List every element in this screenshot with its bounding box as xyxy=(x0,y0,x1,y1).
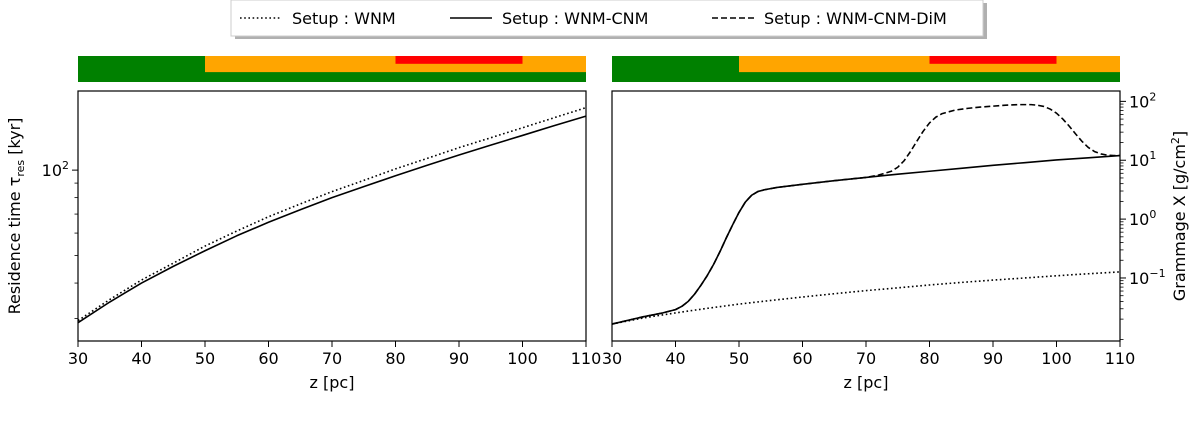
residence-time-series-setup-wnm xyxy=(77,106,587,322)
grammage-x-tick-label: 110 xyxy=(1105,349,1136,368)
residence-time-panel: 30 40 50 60 70 80 90 100 110 102 z [pc] Residence… xyxy=(5,90,602,392)
grammage-x-tick-label: 100 xyxy=(1041,349,1072,368)
residence-time-phase-dim xyxy=(395,56,523,64)
grammage-x-tick-label: 40 xyxy=(665,349,685,368)
grammage-axes: 30 40 50 60 70 80 90 100 110 10−1 100 101 102 xyxy=(602,90,1166,368)
residence-time-y-tick-label: 102 xyxy=(42,159,69,180)
grammage-series-setup-wnm-cnm-dim xyxy=(611,103,1120,325)
grammage-phase-dim xyxy=(929,56,1057,64)
grammage-curves xyxy=(611,103,1121,325)
grammage-series-setup-wnm xyxy=(611,271,1121,325)
residence-time-x-tick-label: 50 xyxy=(195,349,215,368)
residence-time-x-tick-label: 60 xyxy=(258,349,278,368)
legend-label-wnm-cnm-dim: Setup : WNM-CNM-DiM xyxy=(764,9,947,28)
grammage-x-tick-label: 80 xyxy=(919,349,939,368)
grammage-x-tick-label: 70 xyxy=(856,349,876,368)
grammage-x-tick-label: 50 xyxy=(729,349,749,368)
grammage-y-tick-label: 100 xyxy=(1129,208,1156,229)
residence-time-axes: 30 40 50 60 70 80 90 100 110 102 xyxy=(42,159,602,368)
residence-time-curves xyxy=(77,106,587,324)
grammage-x-tick-label: 60 xyxy=(792,349,812,368)
grammage-y-tick-label: 10−1 xyxy=(1129,267,1166,288)
residence-time-x-tick-label: 110 xyxy=(571,349,602,368)
grammage-y-tick-label: 102 xyxy=(1129,90,1156,111)
grammage-series-setup-wnm-cnm xyxy=(611,154,1121,325)
legend-frame xyxy=(230,0,984,37)
legend-label-wnm: Setup : WNM xyxy=(292,9,396,28)
grammage-y-axis-label: Grammage X [g/cm2] xyxy=(1169,131,1189,301)
residence-time-x-tick-label: 40 xyxy=(131,349,151,368)
residence-time-y-axis-label: Residence time τres [kyr] xyxy=(5,118,27,315)
residence-time-plot-frame xyxy=(77,90,587,342)
residence-time-x-tick-label: 90 xyxy=(449,349,469,368)
grammage-plot-frame xyxy=(611,90,1121,342)
grammage-x-axis-label: z [pc] xyxy=(844,373,889,392)
grammage-x-tick-label: 90 xyxy=(983,349,1003,368)
residence-time-x-tick-label: 100 xyxy=(507,349,538,368)
residence-time-x-axis-label: z [pc] xyxy=(310,373,355,392)
legend: Setup : WNM Setup : WNM-CNM Setup : WNM-… xyxy=(230,0,987,39)
grammage-y-tick-label: 101 xyxy=(1129,149,1156,170)
legend-label-wnm-cnm: Setup : WNM-CNM xyxy=(502,9,648,28)
residence-time-x-tick-label: 30 xyxy=(68,349,88,368)
phase-bar-right xyxy=(612,56,1120,82)
grammage-x-tick-label: 30 xyxy=(602,349,622,368)
grammage-panel: 30 40 50 60 70 80 90 100 110 10−1 100 101 102 z [pc]… xyxy=(602,90,1189,392)
phase-bar-left xyxy=(78,56,586,82)
residence-time-x-tick-label: 70 xyxy=(322,349,342,368)
residence-time-x-tick-label: 80 xyxy=(385,349,405,368)
residence-time-series-setup-wnm-cnm xyxy=(77,115,587,324)
